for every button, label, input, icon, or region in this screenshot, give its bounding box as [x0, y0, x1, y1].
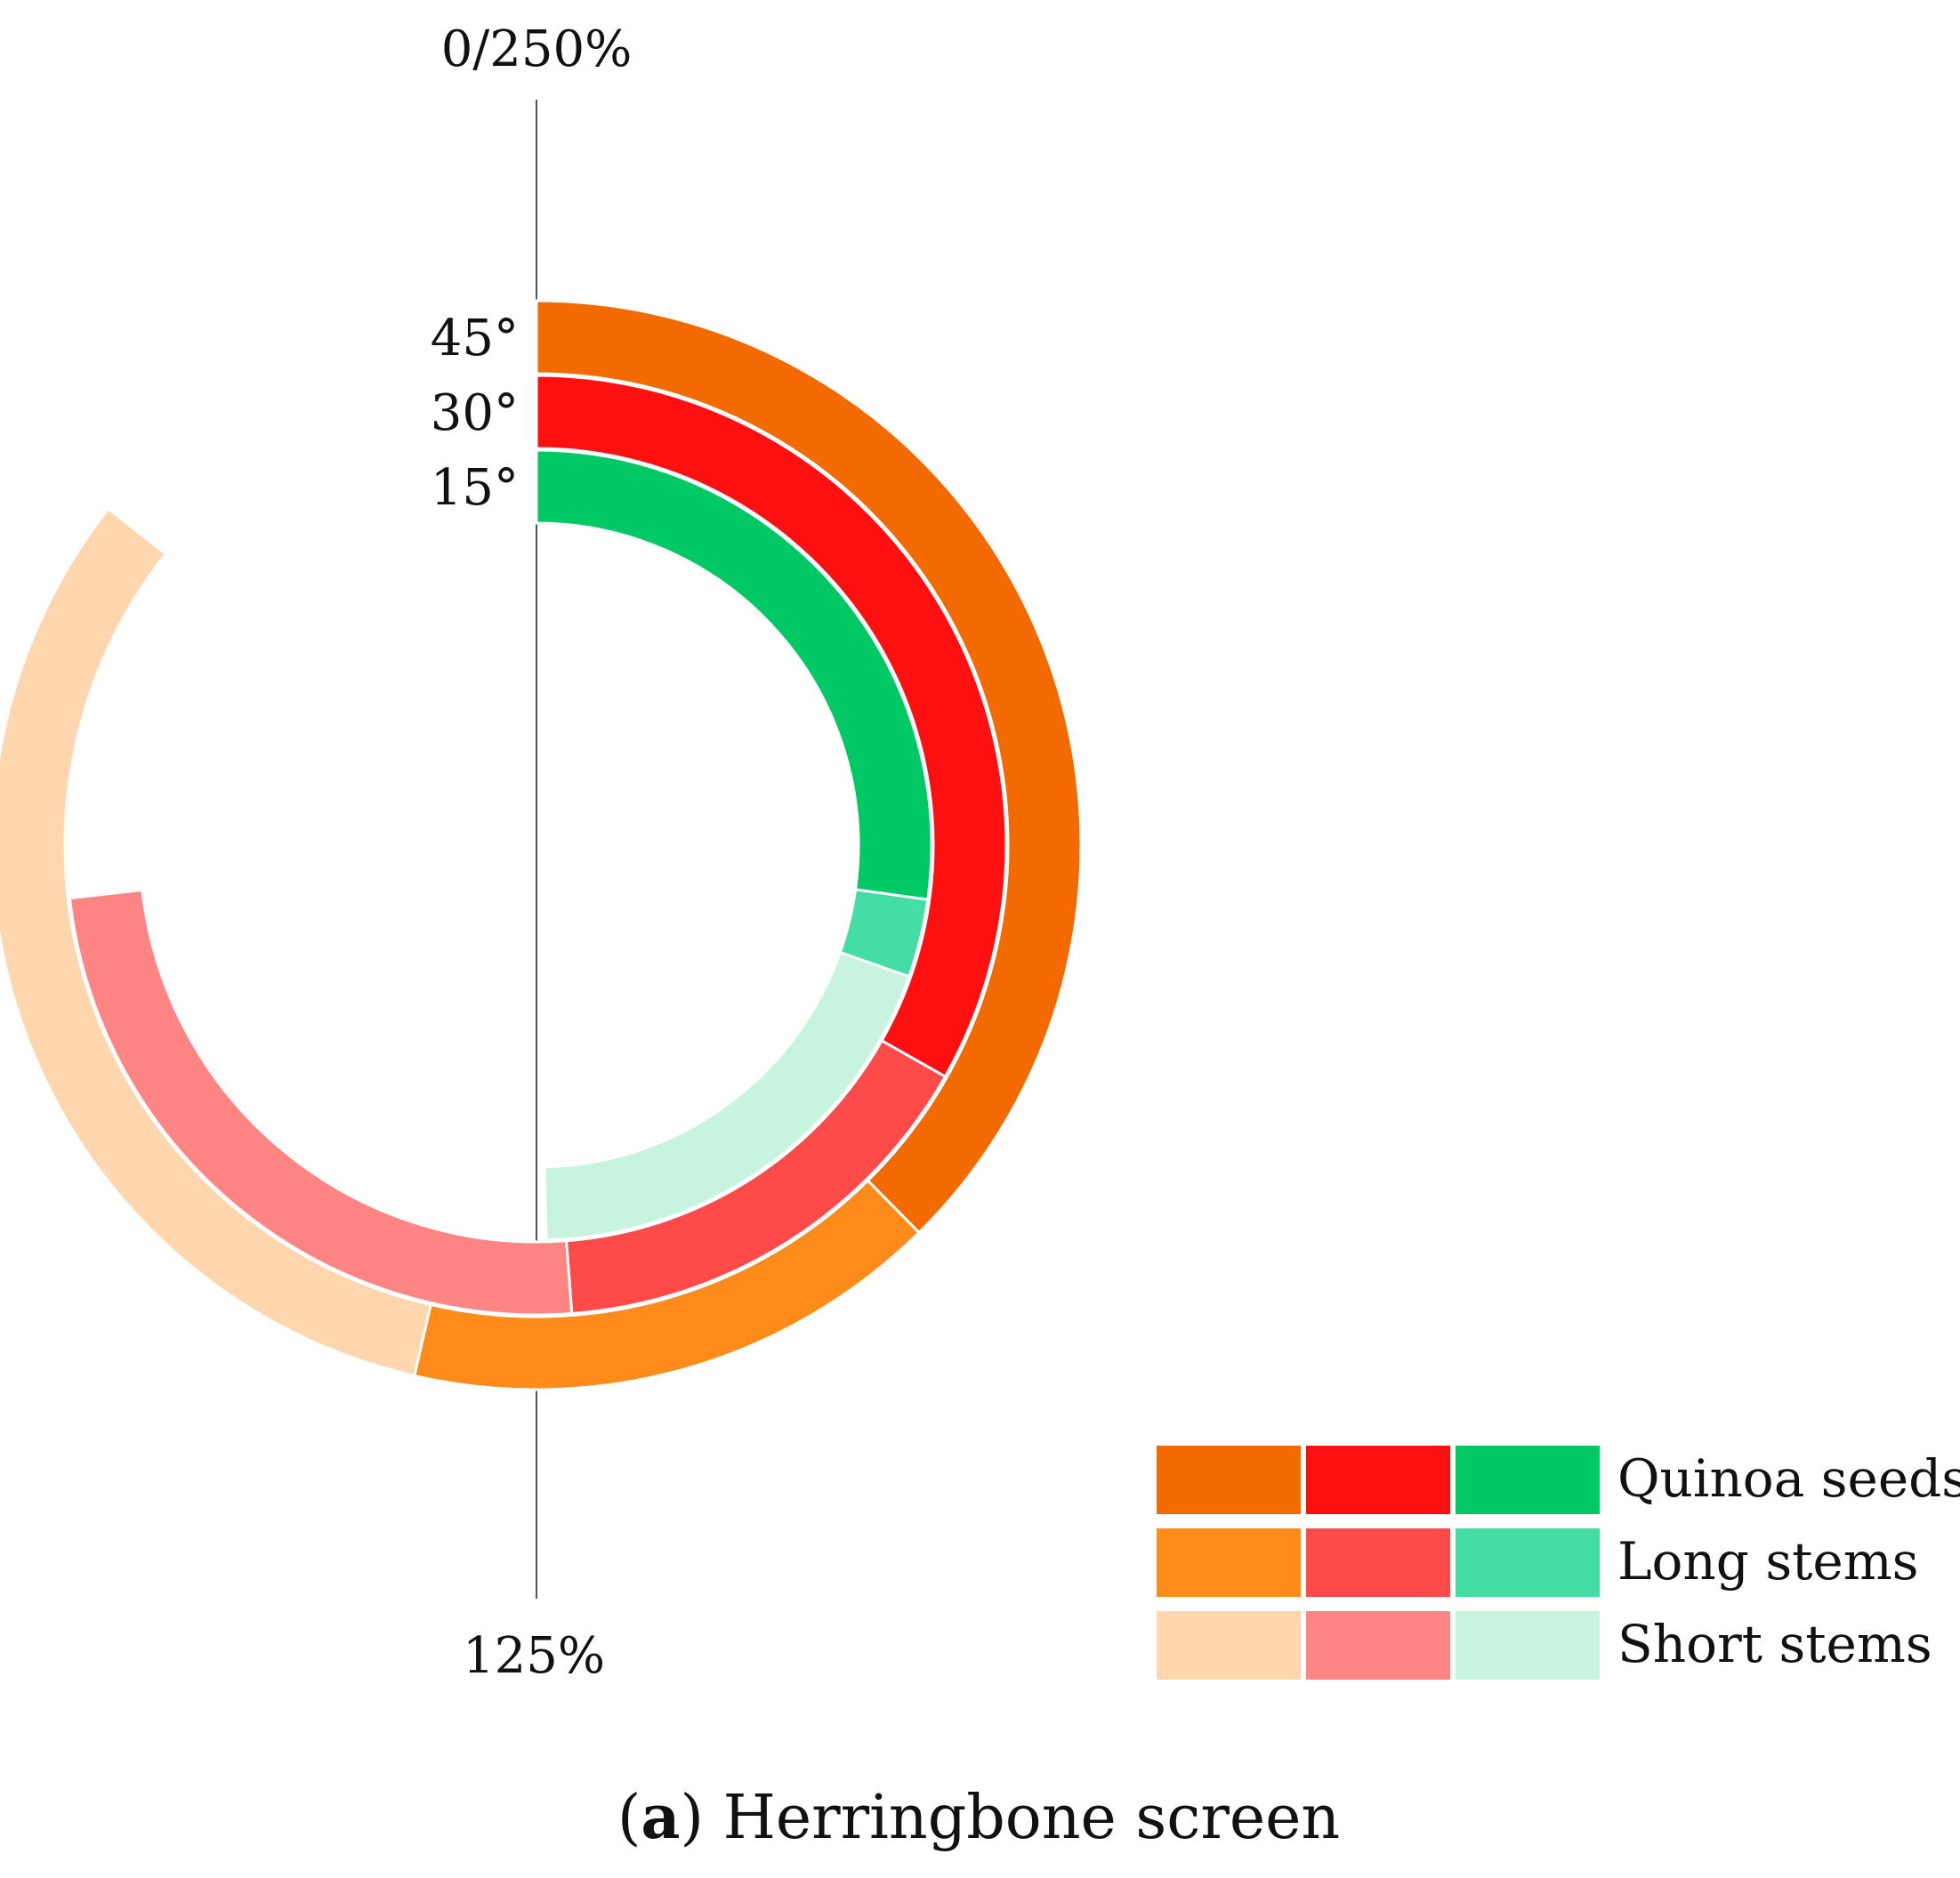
scale-label-top: 0/250% — [441, 20, 633, 78]
legend-swatch-long-stems-3 — [1456, 1528, 1600, 1597]
ring-2-quinoa-seeds-segment — [535, 374, 1008, 1079]
legend-swatch-quinoa-seeds-3 — [1456, 1446, 1600, 1514]
ring-1-quinoa-seeds-segment — [535, 299, 1083, 1235]
ring-1-short-stems-segment — [0, 506, 432, 1378]
caption-text: Herringbone screen — [723, 1783, 1341, 1853]
legend-label-short-stems: Short stems — [1617, 1614, 1932, 1674]
ring-2-short-stems-segment — [68, 888, 574, 1317]
ring-labels-group: 45° 30° 15° — [431, 310, 519, 517]
legend-swatch-quinoa-seeds-2 — [1306, 1446, 1450, 1514]
legend-swatch-long-stems-1 — [1157, 1528, 1301, 1597]
legend-label-quinoa-seeds: Quinoa seeds — [1617, 1448, 1960, 1509]
scale-label-bottom: 125% — [463, 1627, 605, 1685]
ring-label-1: 45° — [431, 310, 519, 367]
legend-label-long-stems: Long stems — [1617, 1531, 1919, 1592]
ring-3-short-stems-segment — [543, 950, 911, 1242]
ring-label-3: 15° — [431, 459, 519, 517]
rings-group — [0, 299, 1083, 1391]
legend-swatch-short-stems-3 — [1456, 1611, 1600, 1680]
legend-swatch-quinoa-seeds-1 — [1157, 1446, 1301, 1514]
legend: Quinoa seeds Long stems Short stems — [1157, 1446, 1960, 1680]
legend-swatch-long-stems-2 — [1306, 1528, 1450, 1597]
legend-swatch-short-stems-1 — [1157, 1611, 1301, 1680]
legend-swatch-short-stems-2 — [1306, 1611, 1450, 1680]
figure-caption: (a) Herringbone screen — [617, 1782, 1340, 1853]
caption-letter: a — [641, 1782, 680, 1853]
ring-label-2: 30° — [431, 384, 519, 442]
